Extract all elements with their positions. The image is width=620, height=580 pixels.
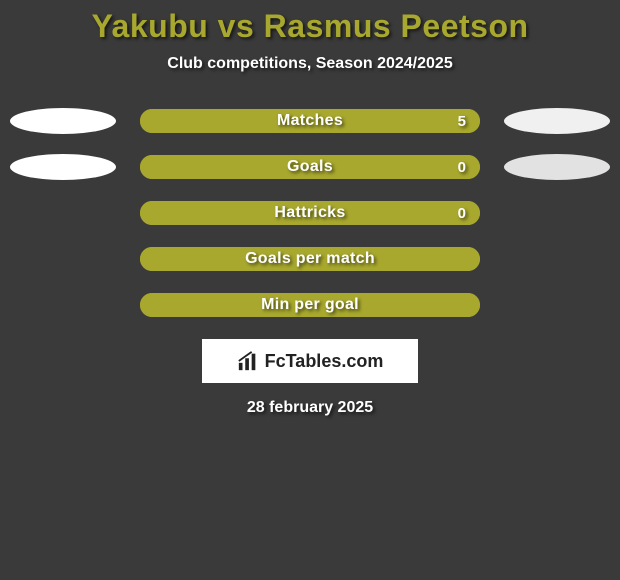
- player-left-oval: [10, 154, 116, 180]
- stat-row: Goals0: [0, 155, 620, 179]
- stat-row: Matches5: [0, 109, 620, 133]
- logo-text: FcTables.com: [265, 351, 384, 372]
- date-text: 28 february 2025: [0, 399, 620, 417]
- page-title: Yakubu vs Rasmus Peetson: [0, 8, 620, 45]
- season-subtitle: Club competitions, Season 2024/2025: [0, 55, 620, 73]
- stat-bar: Goals0: [140, 155, 480, 179]
- logo-box: FcTables.com: [202, 339, 418, 383]
- stat-value: 5: [458, 109, 466, 133]
- stat-label: Min per goal: [140, 293, 480, 317]
- stats-area: Matches5Goals0Hattricks0Goals per matchM…: [0, 109, 620, 317]
- comparison-infographic: Yakubu vs Rasmus Peetson Club competitio…: [0, 0, 620, 580]
- stat-label: Hattricks: [140, 201, 480, 225]
- player-right-oval: [504, 108, 610, 134]
- player-left-oval: [10, 108, 116, 134]
- stat-row: Min per goal: [0, 293, 620, 317]
- stat-bar: Matches5: [140, 109, 480, 133]
- chart-icon: [237, 350, 259, 372]
- stat-label: Matches: [140, 109, 480, 133]
- stat-row: Hattricks0: [0, 201, 620, 225]
- stat-value: 0: [458, 155, 466, 179]
- player-right-oval: [504, 154, 610, 180]
- stat-label: Goals per match: [140, 247, 480, 271]
- stat-bar: Goals per match: [140, 247, 480, 271]
- stat-label: Goals: [140, 155, 480, 179]
- stat-row: Goals per match: [0, 247, 620, 271]
- stat-value: 0: [458, 201, 466, 225]
- stat-bar: Hattricks0: [140, 201, 480, 225]
- stat-bar: Min per goal: [140, 293, 480, 317]
